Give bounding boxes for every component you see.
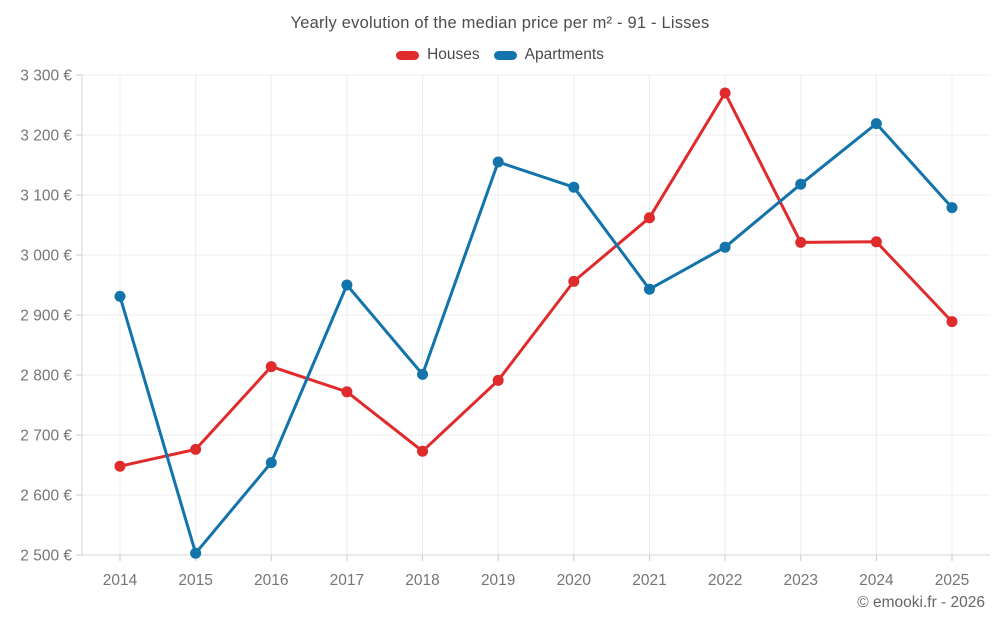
legend-item-apartments[interactable]: Apartments xyxy=(493,46,604,64)
svg-text:2017: 2017 xyxy=(330,572,364,589)
svg-text:2 700 €: 2 700 € xyxy=(20,428,72,445)
svg-text:2022: 2022 xyxy=(708,572,742,589)
svg-text:3 100 €: 3 100 € xyxy=(20,188,72,205)
svg-text:2 500 €: 2 500 € xyxy=(20,548,72,565)
svg-text:3 000 €: 3 000 € xyxy=(20,248,72,265)
svg-text:3 200 €: 3 200 € xyxy=(20,128,72,145)
legend-swatch-houses xyxy=(396,50,420,60)
svg-text:2015: 2015 xyxy=(178,572,212,589)
legend-label-apartments: Apartments xyxy=(524,46,604,63)
svg-text:3 300 €: 3 300 € xyxy=(20,68,72,85)
svg-text:2 600 €: 2 600 € xyxy=(20,488,72,505)
svg-text:2 900 €: 2 900 € xyxy=(20,308,72,325)
svg-text:2018: 2018 xyxy=(405,572,439,589)
svg-text:2024: 2024 xyxy=(859,572,894,589)
svg-text:2016: 2016 xyxy=(254,572,288,589)
svg-text:2021: 2021 xyxy=(632,572,666,589)
legend: Houses Apartments xyxy=(0,46,1000,64)
svg-text:2025: 2025 xyxy=(935,572,969,589)
svg-text:2 800 €: 2 800 € xyxy=(20,368,72,385)
svg-text:2023: 2023 xyxy=(783,572,817,589)
svg-text:2020: 2020 xyxy=(557,572,592,589)
svg-text:2019: 2019 xyxy=(481,572,515,589)
footer-credit: © emooki.fr - 2026 xyxy=(857,594,985,611)
legend-swatch-apartments xyxy=(493,50,517,60)
svg-text:2014: 2014 xyxy=(103,572,138,589)
legend-label-houses: Houses xyxy=(427,46,480,63)
chart-title: Yearly evolution of the median price per… xyxy=(290,14,710,32)
legend-item-houses[interactable]: Houses xyxy=(396,46,480,64)
